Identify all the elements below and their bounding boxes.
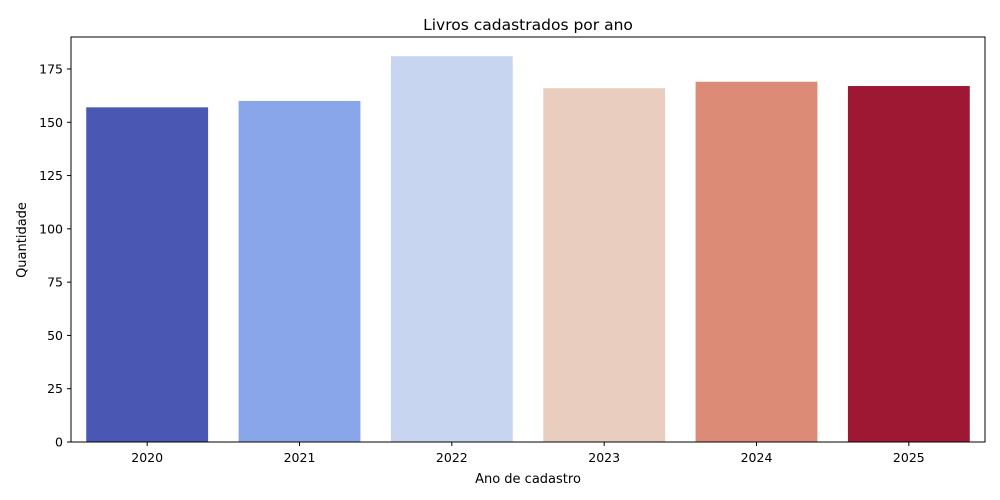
x-tick-label: 2024 xyxy=(741,450,773,465)
bar-2025 xyxy=(847,86,970,443)
y-axis-title: Quantidade xyxy=(15,202,30,278)
x-tick-label: 2021 xyxy=(284,450,316,465)
y-tick-label: 100 xyxy=(39,221,63,236)
y-tick-label: 125 xyxy=(39,168,63,183)
bars-group xyxy=(86,56,970,443)
y-tick-label: 175 xyxy=(39,61,63,76)
y-tick-label: 150 xyxy=(39,115,63,130)
y-tick-label: 0 xyxy=(55,435,63,450)
y-axis: 0 25 50 75 100 125 150 175 xyxy=(39,61,71,450)
chart-title: Livros cadastrados por ano xyxy=(423,16,633,34)
y-tick-label: 25 xyxy=(47,381,63,396)
y-tick-label: 50 xyxy=(47,328,63,343)
x-axis: 2020 2021 2022 2023 2024 2025 xyxy=(131,442,925,465)
bar-2022 xyxy=(390,56,513,443)
x-tick-label: 2020 xyxy=(131,450,163,465)
plot-frame xyxy=(70,36,986,443)
bar-2024 xyxy=(695,81,818,443)
x-tick-label: 2025 xyxy=(893,450,925,465)
x-tick-label: 2022 xyxy=(436,450,468,465)
bar-2021 xyxy=(238,100,361,443)
x-tick-label: 2023 xyxy=(588,450,620,465)
bar-2020 xyxy=(86,107,209,442)
bar-2023 xyxy=(543,88,666,442)
y-tick-label: 75 xyxy=(47,275,63,290)
x-axis-title: Ano de cadastro xyxy=(475,472,581,487)
